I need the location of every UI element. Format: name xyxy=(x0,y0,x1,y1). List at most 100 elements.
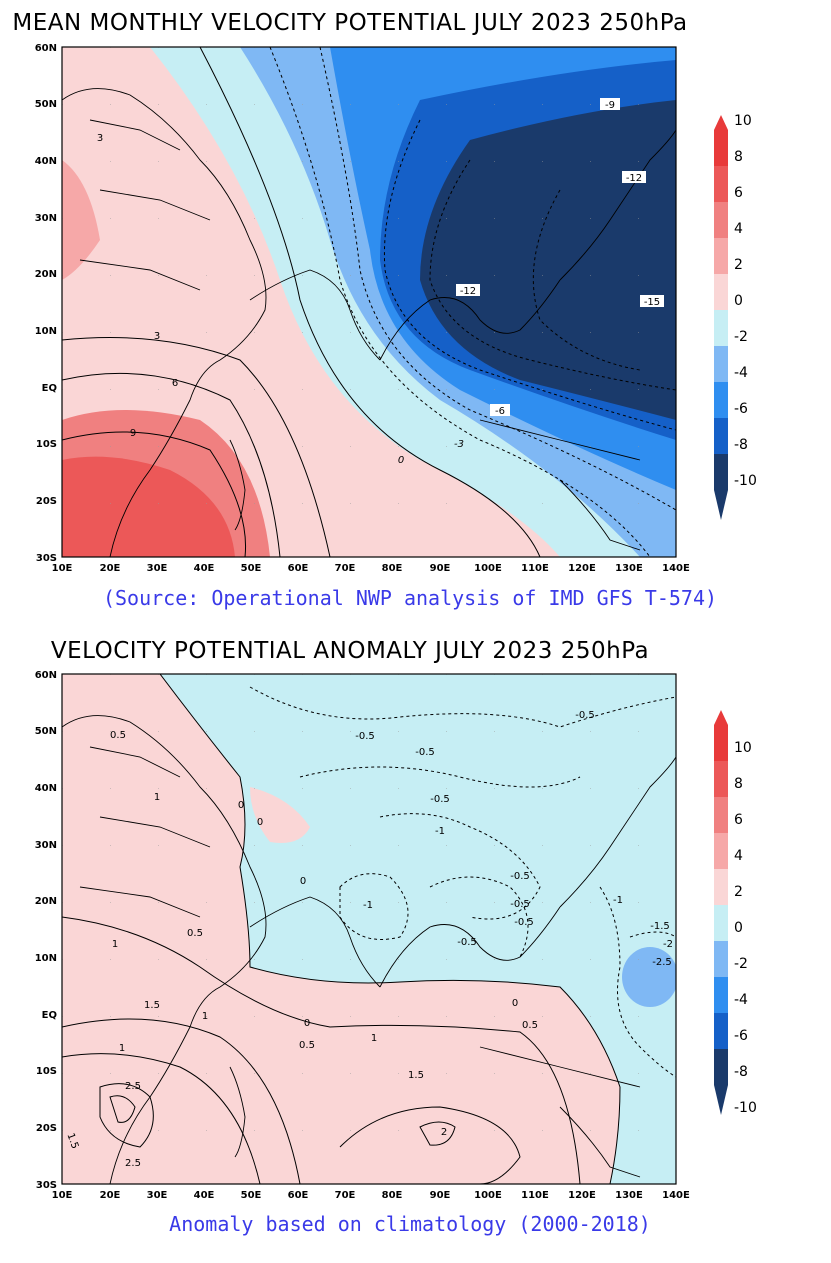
contour-label: 2.5 xyxy=(125,1158,141,1169)
contour-label: 0 xyxy=(238,800,244,811)
contour-label: -0.5 xyxy=(510,899,530,910)
contour-label: 0.5 xyxy=(299,1040,315,1051)
svg-text:100E: 100E xyxy=(474,1190,502,1201)
contour-label: 1 xyxy=(112,939,118,950)
svg-text:120E: 120E xyxy=(568,563,596,574)
svg-text:60E: 60E xyxy=(288,563,309,574)
contour-label: 0 xyxy=(257,817,263,828)
svg-text:140E: 140E xyxy=(662,1190,690,1201)
contour-label: 1 xyxy=(202,1011,208,1022)
contour-label: 0.5 xyxy=(187,928,203,939)
svg-text:30E: 30E xyxy=(147,563,168,574)
svg-text:70E: 70E xyxy=(335,563,356,574)
svg-text:EQ: EQ xyxy=(42,383,57,394)
svg-text:80E: 80E xyxy=(382,1190,403,1201)
svg-text:80E: 80E xyxy=(382,563,403,574)
svg-text:-2: -2 xyxy=(734,329,748,345)
contour-label: 6 xyxy=(172,378,178,389)
svg-text:10N: 10N xyxy=(35,953,57,964)
svg-text:30N: 30N xyxy=(35,213,57,224)
contour-label: 1 xyxy=(154,792,160,803)
panel2-shading xyxy=(62,674,676,1184)
contour-label: -1 xyxy=(363,900,373,911)
svg-text:2: 2 xyxy=(734,257,743,273)
svg-text:110E: 110E xyxy=(521,563,549,574)
svg-text:-6: -6 xyxy=(734,1028,748,1044)
contour-label: 9 xyxy=(130,428,136,439)
panel1-frame xyxy=(61,46,677,558)
contour-label: -2 xyxy=(663,939,673,950)
panel1-shading xyxy=(62,47,676,557)
contour-label: 0.5 xyxy=(110,730,126,741)
svg-text:20S: 20S xyxy=(36,1123,57,1134)
contour-label: -1 xyxy=(613,895,623,906)
svg-text:20N: 20N xyxy=(35,269,57,280)
contour-label: 0 xyxy=(304,1018,310,1029)
contour-label: -3 xyxy=(454,439,464,450)
svg-text:20E: 20E xyxy=(100,1190,121,1201)
svg-text:-4: -4 xyxy=(734,992,748,1008)
svg-text:110E: 110E xyxy=(521,1190,549,1201)
panel2-map: 60N 50N 40N 30N 20N 10N EQ 10S 20S 30S 1… xyxy=(35,670,757,1201)
panel2-lon-labels: 10E 20E 30E 40E 50E 60E 70E 80E 90E 100E… xyxy=(52,1190,690,1201)
svg-text:-6: -6 xyxy=(734,401,748,417)
svg-text:40E: 40E xyxy=(194,563,215,574)
contour-label: 1.5 xyxy=(408,1070,424,1081)
svg-text:130E: 130E xyxy=(615,1190,643,1201)
svg-text:60N: 60N xyxy=(35,670,57,681)
svg-text:40N: 40N xyxy=(35,783,57,794)
contour-label: -0.5 xyxy=(575,710,595,721)
svg-text:10E: 10E xyxy=(52,563,73,574)
contour-label: 0 xyxy=(512,998,518,1009)
svg-text:-10: -10 xyxy=(734,473,757,489)
svg-text:10: 10 xyxy=(734,740,752,756)
contour-label: -0.5 xyxy=(514,917,534,928)
svg-text:6: 6 xyxy=(734,185,743,201)
svg-text:4: 4 xyxy=(734,221,743,237)
svg-text:30S: 30S xyxy=(36,553,57,564)
svg-text:60E: 60E xyxy=(288,1190,309,1201)
svg-text:EQ: EQ xyxy=(42,1010,57,1021)
svg-text:120E: 120E xyxy=(568,1190,596,1201)
contour-label: 2.5 xyxy=(125,1081,141,1092)
contour-label: -9 xyxy=(605,100,615,111)
contour-label: 0 xyxy=(398,455,404,466)
svg-text:-2: -2 xyxy=(734,956,748,972)
contour-label: 3 xyxy=(97,133,103,144)
svg-text:20N: 20N xyxy=(35,896,57,907)
panel1-contour-labels: 3 3 6 9 0 -3 -6 -9 -12 -12 -15 xyxy=(97,98,664,466)
contour-label: 1.5 xyxy=(64,1132,80,1151)
svg-text:-8: -8 xyxy=(734,437,748,453)
contour-label: -1.5 xyxy=(650,921,670,932)
contour-label: -2.5 xyxy=(652,957,672,968)
svg-text:0: 0 xyxy=(734,293,743,309)
svg-text:70E: 70E xyxy=(335,1190,356,1201)
panel1-lon-labels: 10E 20E 30E 40E 50E 60E 70E 80E 90E 100E… xyxy=(52,563,690,574)
svg-text:-4: -4 xyxy=(734,365,748,381)
contour-label: -0.5 xyxy=(457,937,477,948)
panel2-frame xyxy=(61,673,677,1185)
contour-label: -12 xyxy=(626,173,642,184)
contour-label: -15 xyxy=(644,297,660,308)
svg-text:4: 4 xyxy=(734,848,743,864)
panel1-title: MEAN MONTHLY VELOCITY POTENTIAL JULY 202… xyxy=(12,10,688,36)
svg-text:60N: 60N xyxy=(35,43,57,54)
contour-label: 1 xyxy=(119,1043,125,1054)
panel2-caption: Anomaly based on climatology (2000-2018) xyxy=(169,1212,651,1236)
svg-text:10N: 10N xyxy=(35,326,57,337)
svg-text:2: 2 xyxy=(734,884,743,900)
svg-text:20E: 20E xyxy=(100,563,121,574)
panel1-lat-labels: 60N 50N 40N 30N 20N 10N EQ 10S 20S 30S xyxy=(35,43,57,564)
contour-label: -12 xyxy=(460,286,476,297)
svg-text:40E: 40E xyxy=(194,1190,215,1201)
svg-text:6: 6 xyxy=(734,812,743,828)
svg-text:30S: 30S xyxy=(36,1180,57,1191)
panel2-contour-labels: 0.5 1 0 0 0 1 0.5 1 1.5 1 2 2.5 2.5 1.5 … xyxy=(64,710,673,1169)
svg-text:50E: 50E xyxy=(241,563,262,574)
svg-text:140E: 140E xyxy=(662,563,690,574)
contour-label: -6 xyxy=(495,406,505,417)
contour-label: -0.5 xyxy=(430,794,450,805)
panel2-lat-labels: 60N 50N 40N 30N 20N 10N EQ 10S 20S 30S xyxy=(35,670,57,1191)
svg-text:50E: 50E xyxy=(241,1190,262,1201)
svg-text:8: 8 xyxy=(734,149,743,165)
